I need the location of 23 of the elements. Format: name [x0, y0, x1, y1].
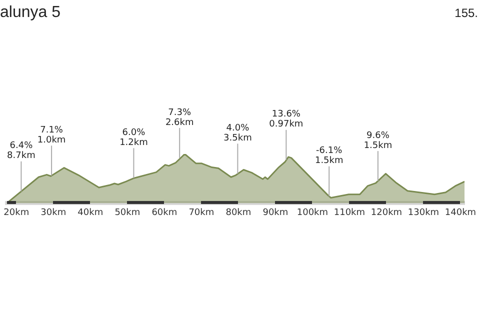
- x-tick-label: 30km: [40, 208, 66, 218]
- annotation: -6.1% 1.5km: [314, 146, 344, 166]
- x-tick-label: 80km: [226, 208, 252, 218]
- annotation: 9.6% 1.5km: [364, 130, 392, 151]
- x-tick-label: 110km: [334, 208, 366, 218]
- x-tick-label: 130km: [408, 208, 440, 218]
- x-tick-label: 120km: [370, 208, 402, 218]
- x-tick-label: 90km: [262, 208, 288, 218]
- x-tick-label: 140km: [444, 208, 476, 218]
- annotation: 13.6% 0.97km: [269, 110, 304, 130]
- annotation: 6.4% 8.7km: [7, 141, 36, 162]
- annotation: 7.1% 1.0km: [37, 125, 66, 146]
- x-tick-label: 40km: [78, 208, 104, 218]
- annotation: 6.0% 1.2km: [120, 128, 148, 148]
- text: 155.: [454, 6, 478, 20]
- x-tick-label: 50km: [114, 208, 140, 218]
- chart-title: alunya 5: [0, 4, 60, 22]
- x-tick-label: 60km: [152, 208, 178, 218]
- annotation: 7.3% 2.6km: [165, 108, 194, 128]
- annotation: 4.0% 3.5km: [224, 124, 252, 144]
- x-tick-label: 20km: [4, 208, 30, 218]
- x-tick-label: 70km: [188, 208, 214, 218]
- x-tick-label: 100km: [296, 208, 328, 218]
